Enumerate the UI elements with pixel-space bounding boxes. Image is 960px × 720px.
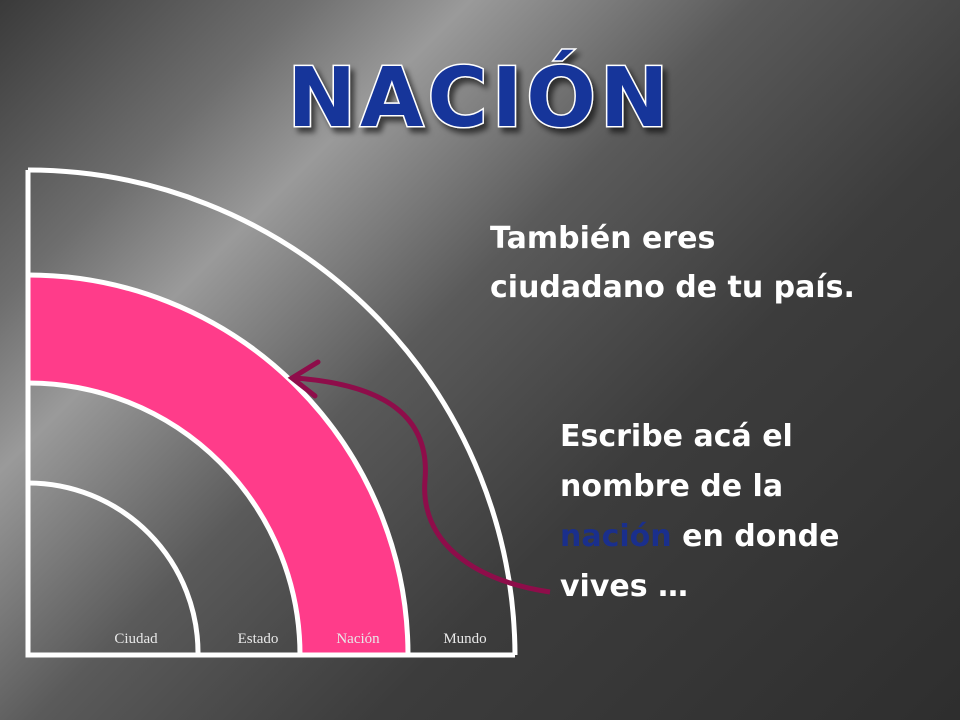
ring-arc: [27, 380, 303, 656]
prompt-line: vives …: [560, 569, 688, 604]
ring-label: Nación: [336, 631, 380, 647]
prompt-highlight: nación: [560, 519, 672, 554]
arrow-head: [287, 359, 321, 399]
ring-arc: [27, 480, 201, 656]
ring-label: Ciudad: [114, 631, 158, 647]
statement-line: También eres: [490, 221, 715, 256]
arrow: [294, 375, 551, 595]
prompt-line: nombre de la: [560, 469, 783, 504]
ring-label: Mundo: [443, 631, 486, 647]
ring-label: Estado: [238, 631, 279, 647]
title: NACIÓN: [287, 49, 672, 146]
ring-arc: [27, 272, 411, 656]
prompt-text: en donde: [682, 519, 839, 554]
axes: [25, 170, 515, 658]
statement-line: ciudadano de tu país.: [490, 270, 855, 305]
ring-arc: [27, 167, 518, 656]
prompt-line: Escribe acá el: [560, 419, 793, 454]
nation-ring: [28, 275, 408, 655]
prompt-line: nación en donde: [560, 519, 840, 554]
ring-lines: [25, 167, 518, 658]
